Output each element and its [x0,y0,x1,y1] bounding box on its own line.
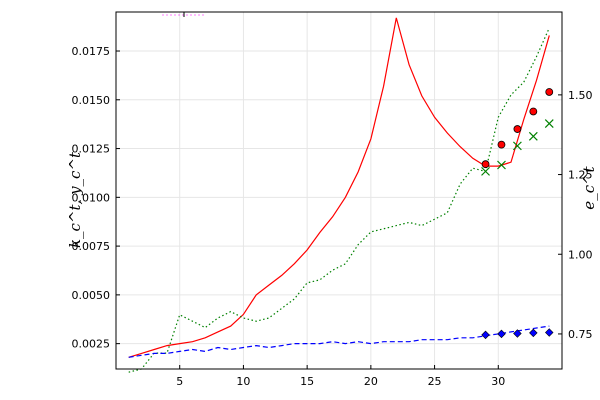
series-line-3 [128,325,550,358]
plot-area [116,12,562,369]
y-tick-label-left: 0.0050 [72,289,111,302]
y-tick-label-left: 0.0100 [72,191,111,204]
x-tick-label: 30 [491,375,505,388]
marker-cross [512,141,522,151]
y-tick-label-right: 1.00 [568,248,593,261]
y-tick-label-left: 0.0075 [72,240,111,253]
x-tick-label: 10 [236,375,250,388]
marker-cross [544,119,554,128]
marker-circle [513,125,522,133]
plot-frame [115,11,563,370]
marker-cross-stroke [512,141,522,151]
marker-circle [497,140,506,149]
marker-circle [529,107,538,116]
marker-cross-stroke [544,119,554,128]
grid [116,12,562,369]
series-line-1 [128,17,550,358]
marker-cross-stroke [497,160,506,170]
x-tick-label: 5 [176,375,183,388]
marker-cross-stroke [481,166,490,176]
marker-diamond [529,328,538,338]
marker-circle [481,160,490,169]
marker-cross [497,160,506,170]
series-line-2 [128,27,550,373]
legend-stub [162,12,206,17]
y-tick-label-right: 0.75 [568,328,593,341]
y-tick-label-right: 1.50 [568,89,593,102]
x-tick-label: 25 [428,375,442,388]
marker-diamond [497,329,506,339]
series-layer [128,17,550,373]
x-tick-label: 15 [300,375,314,388]
y-axis-label-left: k_c^t, y_c^t [66,151,84,248]
y-axis-label-right: e_c^t [580,165,598,209]
marker-diamond [513,329,522,338]
x-tick-label: 20 [364,375,378,388]
y-tick-label-left: 0.0125 [72,143,111,156]
tick-layer: 5 10 15 20 25 30 0.0025 0.0050 0.0075 0.0100 0.012… [72,45,593,388]
y-tick-label-right: 1.25 [568,169,593,182]
marker-diamond [545,328,554,337]
marker-cross [481,166,490,176]
y-tick-label-left: 0.0025 [72,338,111,351]
marker-layer [481,88,554,340]
y-tick-label-left: 0.0150 [72,94,111,107]
marker-cross [528,131,538,141]
marker-circle [545,88,554,96]
y-tick-label-left: 0.0175 [72,45,111,58]
marker-cross-stroke [528,131,538,141]
marker-diamond [481,330,490,340]
